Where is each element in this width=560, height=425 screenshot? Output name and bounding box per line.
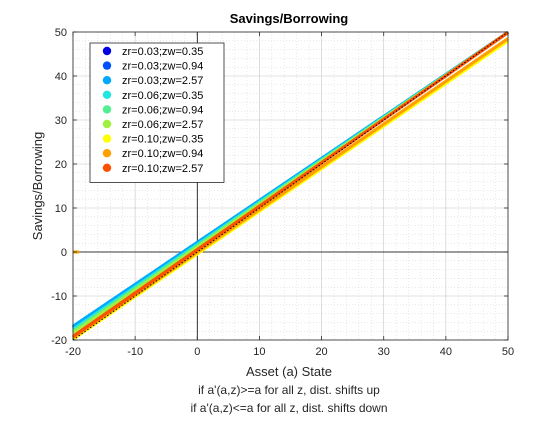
legend-marker (102, 76, 112, 85)
legend-marker (102, 46, 112, 56)
x-tick-label: 50 (502, 346, 514, 358)
legend-label: zr=0.03;zw=2.57 (122, 75, 203, 87)
legend-marker (102, 90, 112, 100)
x-tick-label: 30 (378, 346, 390, 358)
legend-label: zr=0.06;zw=0.35 (122, 90, 203, 102)
plot-frame (72, 31, 509, 341)
y-tick-label: -20 (51, 335, 67, 347)
legend-marker (102, 61, 112, 70)
x-tick-label: 0 (194, 346, 200, 358)
legend-marker (102, 105, 112, 114)
legend: zr=0.03;zw=0.35 zr=0.03;zw=0.94 zr=0.03;zw… (89, 42, 225, 183)
y-tick-label: 40 (55, 71, 67, 83)
legend-label: zr=0.10;zw=2.57 (122, 163, 203, 175)
caption-line-1: if a'(a,z)>=a for all z, dist. shifts up (198, 383, 380, 397)
x-tick-label: -10 (127, 346, 143, 358)
reference-line-45deg (72, 31, 509, 341)
chart-title: Savings/Borrowing (230, 11, 349, 26)
x-axis-label: Asset (a) State (246, 364, 332, 379)
legend-marker (102, 149, 112, 158)
legend-label: zr=0.10;zw=0.94 (122, 148, 203, 160)
caption-line-2: if a'(a,z)<=a for all z, dist. shifts do… (190, 401, 387, 415)
x-tick-label: 10 (253, 346, 265, 358)
legend-marker (102, 163, 112, 172)
y-tick-label: 10 (55, 203, 67, 215)
legend-marker (102, 134, 112, 143)
legend-label: zr=0.03;zw=0.35 (122, 46, 203, 58)
series-line-8 (72, 37, 509, 340)
legend-label: zr=0.03;zw=0.94 (122, 61, 203, 73)
legend-label: zr=0.06;zw=0.94 (122, 104, 203, 116)
x-tick-label: 20 (315, 346, 327, 358)
y-tick-label: 20 (55, 159, 67, 171)
y-tick-label: 30 (55, 115, 67, 127)
y-tick-label: -10 (51, 291, 67, 303)
legend-box (89, 42, 225, 183)
y-axis-label: Savings/Borrowing (30, 132, 45, 240)
y-tick-label: 50 (55, 27, 67, 39)
legend-marker (102, 119, 112, 129)
x-tick-label: 40 (440, 346, 452, 358)
series-line-9 (72, 31, 509, 338)
series-layer (72, 31, 509, 341)
y-axis-ticks: -20 -10 0 10 20 30 40 50 (51, 27, 508, 347)
reference-layer (72, 31, 509, 341)
y-tick-label: 0 (61, 247, 67, 259)
x-tick-label: -20 (65, 346, 81, 358)
x-axis-ticks: -20 -10 0 10 20 30 40 50 (65, 32, 514, 358)
legend-label: zr=0.10;zw=0.35 (122, 134, 203, 146)
legend-label: zr=0.06;zw=2.57 (122, 119, 203, 131)
